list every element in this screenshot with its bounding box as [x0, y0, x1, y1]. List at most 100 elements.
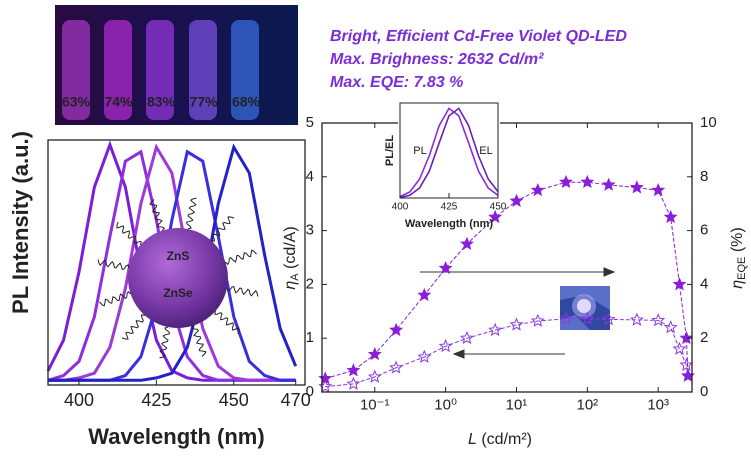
ligand: [99, 290, 131, 307]
star-marker: [459, 330, 474, 345]
plot-frame: [47, 139, 306, 386]
star-marker: [389, 360, 404, 374]
series-line: [325, 181, 689, 380]
label-part: L: [468, 431, 477, 448]
x-tick-label: 425: [441, 202, 458, 213]
ligand: [121, 314, 146, 340]
x-tick-label: 10⁻¹: [360, 396, 390, 413]
star-marker: [651, 313, 666, 327]
x-tick-label: 400: [392, 202, 409, 213]
star-marker: [438, 261, 453, 275]
label-part: (cd/m²): [481, 431, 532, 448]
y-tick-label: 1: [306, 329, 314, 346]
vial-photo: [55, 5, 298, 125]
label-part: A: [289, 273, 301, 281]
ligand: [210, 216, 235, 242]
vials: [62, 20, 259, 120]
plot-frame: [321, 122, 693, 393]
title-line: Max. Brighness: 2632 Cd/m²: [330, 51, 544, 68]
y-tick-label: 3: [306, 222, 314, 239]
ligand: [149, 199, 166, 231]
label-part: EQE: [736, 257, 748, 280]
x-tick-label: 425: [141, 390, 171, 410]
particle-label: ZnSe: [163, 286, 193, 300]
photo-label: 77%: [189, 94, 218, 110]
curve-label: EL: [479, 145, 492, 157]
series-line: [399, 107, 499, 198]
arrows: [420, 267, 616, 359]
x-axis-label: Wavelength (nm): [405, 218, 494, 230]
star-marker: [651, 183, 666, 197]
star-marker: [459, 236, 474, 250]
y2-axis-label: ηEQE (%): [729, 227, 750, 288]
star-marker: [679, 357, 694, 372]
star-marker: [346, 376, 361, 390]
ligand: [190, 325, 207, 357]
ligand: [225, 249, 257, 266]
y-axis-label: PL Intensity (a.u.): [8, 131, 33, 314]
star-marker: [367, 346, 382, 361]
star-marker: [318, 371, 333, 385]
x-tick-label: 450: [219, 390, 249, 410]
y-tick-label: 0: [306, 383, 314, 400]
title-line: Max. EQE: 7.83 %: [330, 74, 463, 91]
star-marker: [346, 363, 361, 377]
x-tick-label: 10³: [647, 396, 669, 413]
star-marker: [663, 320, 678, 334]
star-marker: [679, 330, 694, 345]
y2-tick-label: 10: [700, 114, 717, 131]
ligand: [186, 197, 197, 230]
x-tick-label: 450: [490, 202, 507, 213]
ligand: [159, 326, 170, 359]
photo-label: 83%: [147, 94, 176, 110]
y2-tick-label: 6: [700, 222, 708, 239]
y2-tick-label: 0: [700, 383, 708, 400]
curve-label: PL: [413, 145, 426, 157]
star-marker: [530, 183, 545, 197]
star-marker: [580, 311, 595, 325]
star-marker: [672, 277, 687, 291]
particle-label: ZnS: [167, 249, 190, 263]
star-marker: [318, 379, 333, 393]
x-tick-label: 10²: [576, 396, 598, 413]
star-marker: [629, 312, 644, 326]
series-line: [48, 143, 298, 382]
star-marker: [367, 369, 382, 383]
title-line: Bright, Efficient Cd-Free Violet QD-LED: [330, 28, 627, 45]
photo-label: 68%: [232, 94, 261, 110]
x-tick-label: 10⁰: [434, 396, 457, 413]
star-marker: [389, 322, 404, 337]
series-line: [399, 107, 499, 199]
ligand: [97, 259, 130, 270]
star-marker: [580, 174, 595, 189]
x-axis-label: Wavelength (nm): [88, 424, 264, 449]
x-tick-label: 10¹: [506, 396, 528, 413]
star-marker: [417, 287, 432, 302]
star-marker: [530, 313, 545, 327]
x-axis-label: L (cd/m²): [468, 431, 532, 448]
quantum-dot: ZnS ZnSe: [97, 197, 259, 359]
star-marker: [488, 209, 503, 224]
star-marker: [488, 322, 503, 337]
star-marker: [559, 311, 573, 325]
star-marker: [417, 349, 432, 363]
star-marker: [509, 193, 524, 207]
ligand: [116, 221, 142, 246]
photo-label: 74%: [104, 94, 133, 110]
x-tick-label: 470: [281, 390, 311, 410]
y-tick-label: 2: [306, 275, 314, 292]
y-tick-label: 5: [306, 114, 314, 131]
star-marker: [438, 339, 453, 353]
star-marker: [672, 341, 687, 355]
star-marker: [559, 174, 573, 189]
label-part: (cd/A): [282, 226, 299, 269]
label-part: (%): [729, 227, 746, 252]
star-marker: [601, 312, 616, 326]
series-line: [48, 143, 296, 382]
star-marker: [509, 317, 524, 331]
y2-tick-label: 2: [700, 329, 708, 346]
ligand: [214, 310, 240, 335]
x-tick-label: 400: [64, 390, 94, 410]
particle: [128, 228, 228, 328]
